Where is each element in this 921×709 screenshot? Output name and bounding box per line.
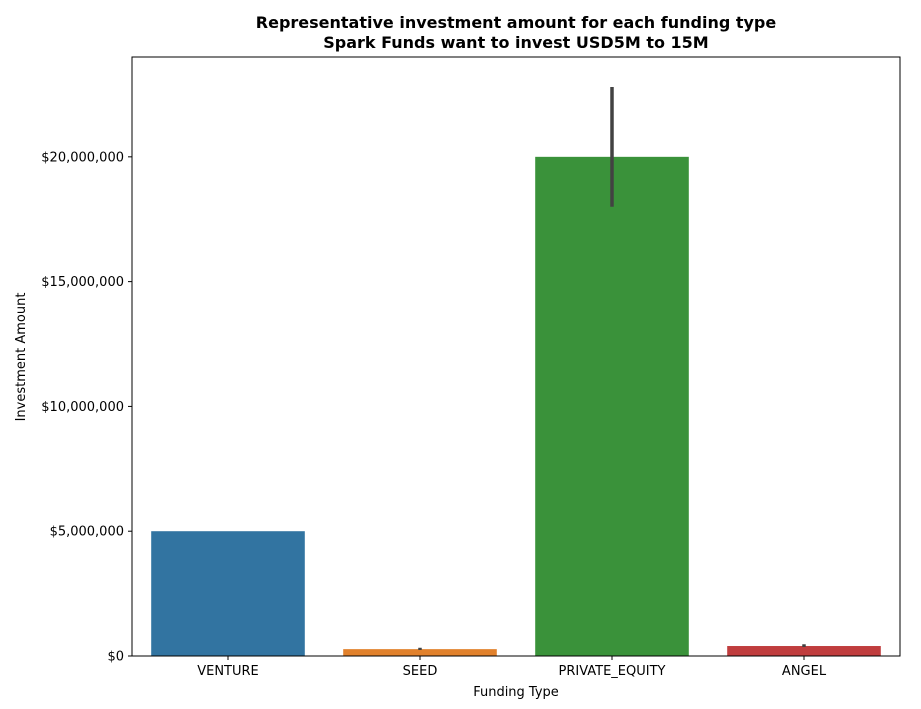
chart-title-line-2: Spark Funds want to invest USD5M to 15M xyxy=(323,33,708,52)
bar-private-equity xyxy=(535,156,689,657)
x-tick-label-venture: VENTURE xyxy=(197,664,259,679)
chart-title-line-1: Representative investment amount for eac… xyxy=(256,13,777,32)
plot-frame xyxy=(131,56,901,657)
bars-group xyxy=(151,156,881,657)
y-tick-label: $20,000,000 xyxy=(41,150,124,165)
y-tick-label: $5,000,000 xyxy=(50,525,124,540)
bar-seed xyxy=(343,649,497,656)
y-tick-label: $10,000,000 xyxy=(41,400,124,415)
bar-venture xyxy=(151,531,305,656)
x-tick-label-seed: SEED xyxy=(403,664,438,679)
y-tick-label: $15,000,000 xyxy=(41,275,124,290)
x-tick-label-private-equity: PRIVATE_EQUITY xyxy=(559,664,666,679)
bar-angel xyxy=(727,646,881,656)
y-axis-label: Investment Amount xyxy=(14,293,29,422)
y-axis-ticks: $0 $5,000,000 $10,000,000 $15,000,000 $20,00… xyxy=(41,150,132,665)
x-tick-label-angel: ANGEL xyxy=(782,664,827,679)
y-tick-label: $0 xyxy=(107,650,124,665)
x-axis-ticks: VENTURE SEED PRIVATE_EQUITY ANGEL xyxy=(197,656,827,679)
error-bars-group xyxy=(418,86,806,651)
x-axis-label: Funding Type xyxy=(473,685,559,700)
